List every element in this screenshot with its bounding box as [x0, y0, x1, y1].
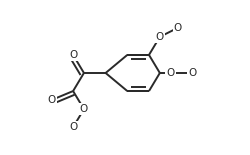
Text: O: O: [173, 23, 181, 33]
Text: O: O: [80, 104, 88, 114]
Text: O: O: [166, 68, 174, 78]
Text: O: O: [155, 32, 163, 42]
Text: O: O: [188, 68, 196, 78]
Text: O: O: [69, 122, 77, 132]
Text: O: O: [47, 95, 55, 105]
Text: O: O: [69, 50, 77, 60]
